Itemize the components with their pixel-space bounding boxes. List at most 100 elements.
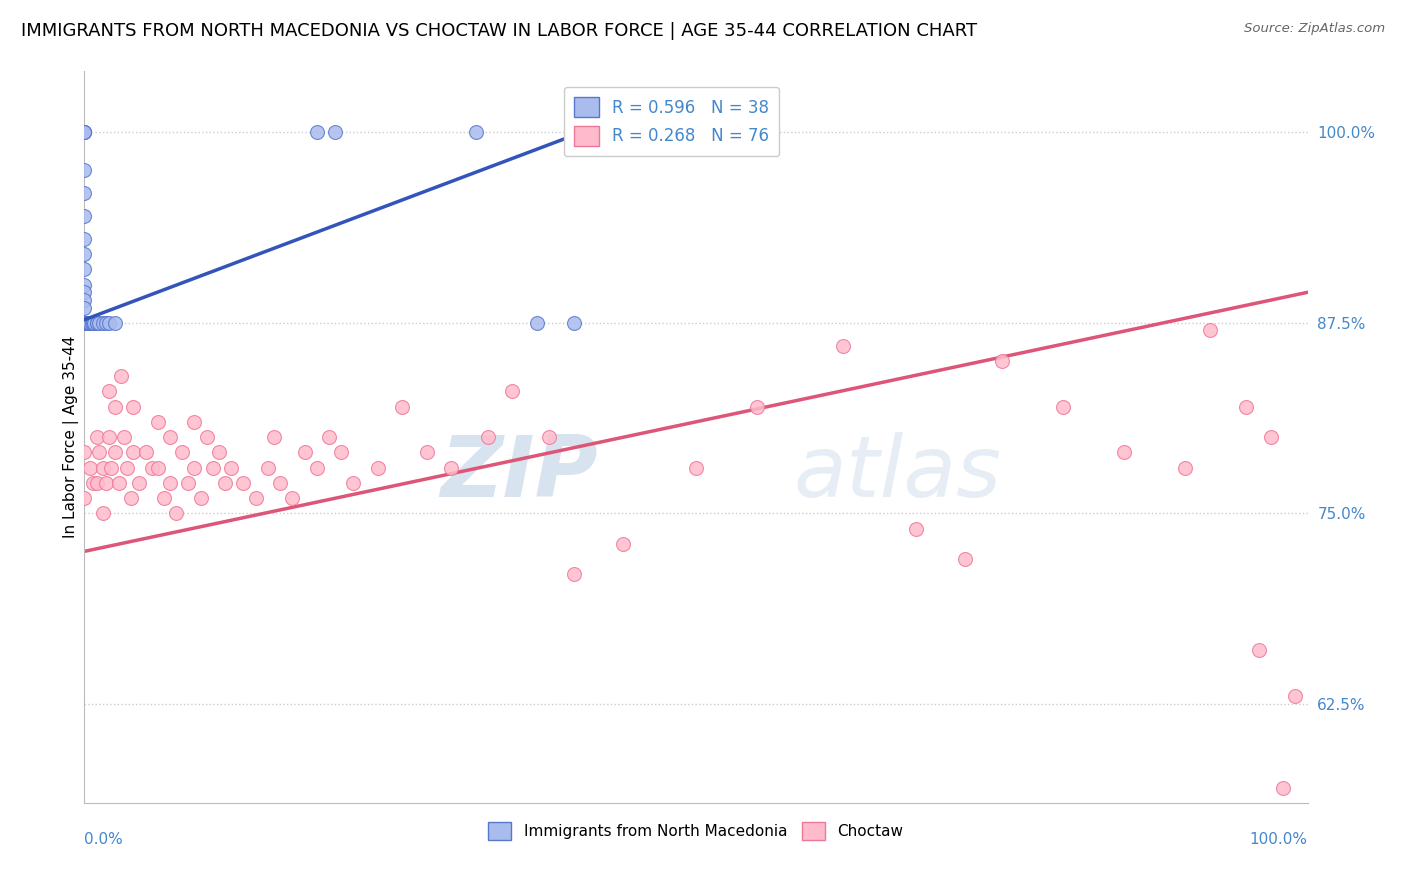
Point [97,384,120,399]
Point [82,316,104,330]
Point [141,460,163,475]
Point [159,430,181,444]
Point [562,316,585,330]
Point [172,445,194,459]
Point [195,430,218,444]
Point [416,445,439,459]
Point [747,400,769,414]
Point [391,400,413,414]
Point [159,475,181,490]
Point [83,316,105,330]
Point [245,491,267,505]
Point [1236,400,1258,414]
Point [122,445,145,459]
Point [146,460,169,475]
Point [502,384,524,399]
Point [440,460,463,475]
Text: IMMIGRANTS FROM NORTH MACEDONIA VS CHOCTAW IN LABOR FORCE | AGE 35-44 CORRELATIO: IMMIGRANTS FROM NORTH MACEDONIA VS CHOCT… [21,22,977,40]
Point [73,277,96,292]
Point [201,460,224,475]
Point [263,430,285,444]
Point [1174,460,1197,475]
Point [367,460,389,475]
Point [257,460,280,475]
Point [86,316,108,330]
Point [905,522,928,536]
Point [73,125,96,139]
Text: 100.0%: 100.0% [1250,832,1308,847]
Point [91,460,114,475]
Point [115,460,138,475]
Point [831,339,853,353]
Text: ZIP: ZIP [440,432,598,516]
Y-axis label: In Labor Force | Age 35-44: In Labor Force | Age 35-44 [63,336,79,538]
Point [146,415,169,429]
Point [107,475,129,490]
Point [1284,689,1306,703]
Point [135,445,157,459]
Point [79,316,101,330]
Point [77,316,100,330]
Point [128,475,150,490]
Point [73,163,96,178]
Point [86,316,108,330]
Text: Source: ZipAtlas.com: Source: ZipAtlas.com [1244,22,1385,36]
Point [73,301,96,315]
Point [281,491,304,505]
Point [177,475,200,490]
Point [562,567,585,582]
Point [269,475,291,490]
Point [183,460,205,475]
Point [73,491,96,505]
Point [87,316,110,330]
Point [1260,430,1282,444]
Text: atlas: atlas [794,432,1002,516]
Point [73,316,96,330]
Point [122,400,145,414]
Point [183,415,205,429]
Point [73,316,96,330]
Point [73,125,96,139]
Point [73,125,96,139]
Point [79,460,101,475]
Point [190,491,212,505]
Legend: Immigrants from North Macedonia, Choctaw: Immigrants from North Macedonia, Choctaw [482,815,910,847]
Point [1272,780,1295,795]
Point [330,445,353,459]
Point [214,475,236,490]
Text: 0.0%: 0.0% [84,832,124,847]
Point [87,445,110,459]
Point [100,460,122,475]
Point [104,316,127,330]
Point [165,506,187,520]
Point [464,125,486,139]
Point [1052,400,1074,414]
Point [96,316,118,330]
Point [294,445,316,459]
Point [97,430,120,444]
Point [305,125,328,139]
Point [97,316,120,330]
Point [73,232,96,246]
Point [526,316,548,330]
Point [80,316,103,330]
Point [219,460,242,475]
Point [153,491,176,505]
Point [104,445,127,459]
Point [208,445,231,459]
Point [112,430,135,444]
Point [1247,643,1270,657]
Point [104,400,127,414]
Point [685,460,707,475]
Point [73,285,96,300]
Point [232,475,254,490]
Point [73,209,96,223]
Point [73,262,96,277]
Point [612,537,634,551]
Point [73,186,96,201]
Point [73,247,96,261]
Point [991,354,1014,368]
Point [86,430,108,444]
Point [73,125,96,139]
Point [318,430,340,444]
